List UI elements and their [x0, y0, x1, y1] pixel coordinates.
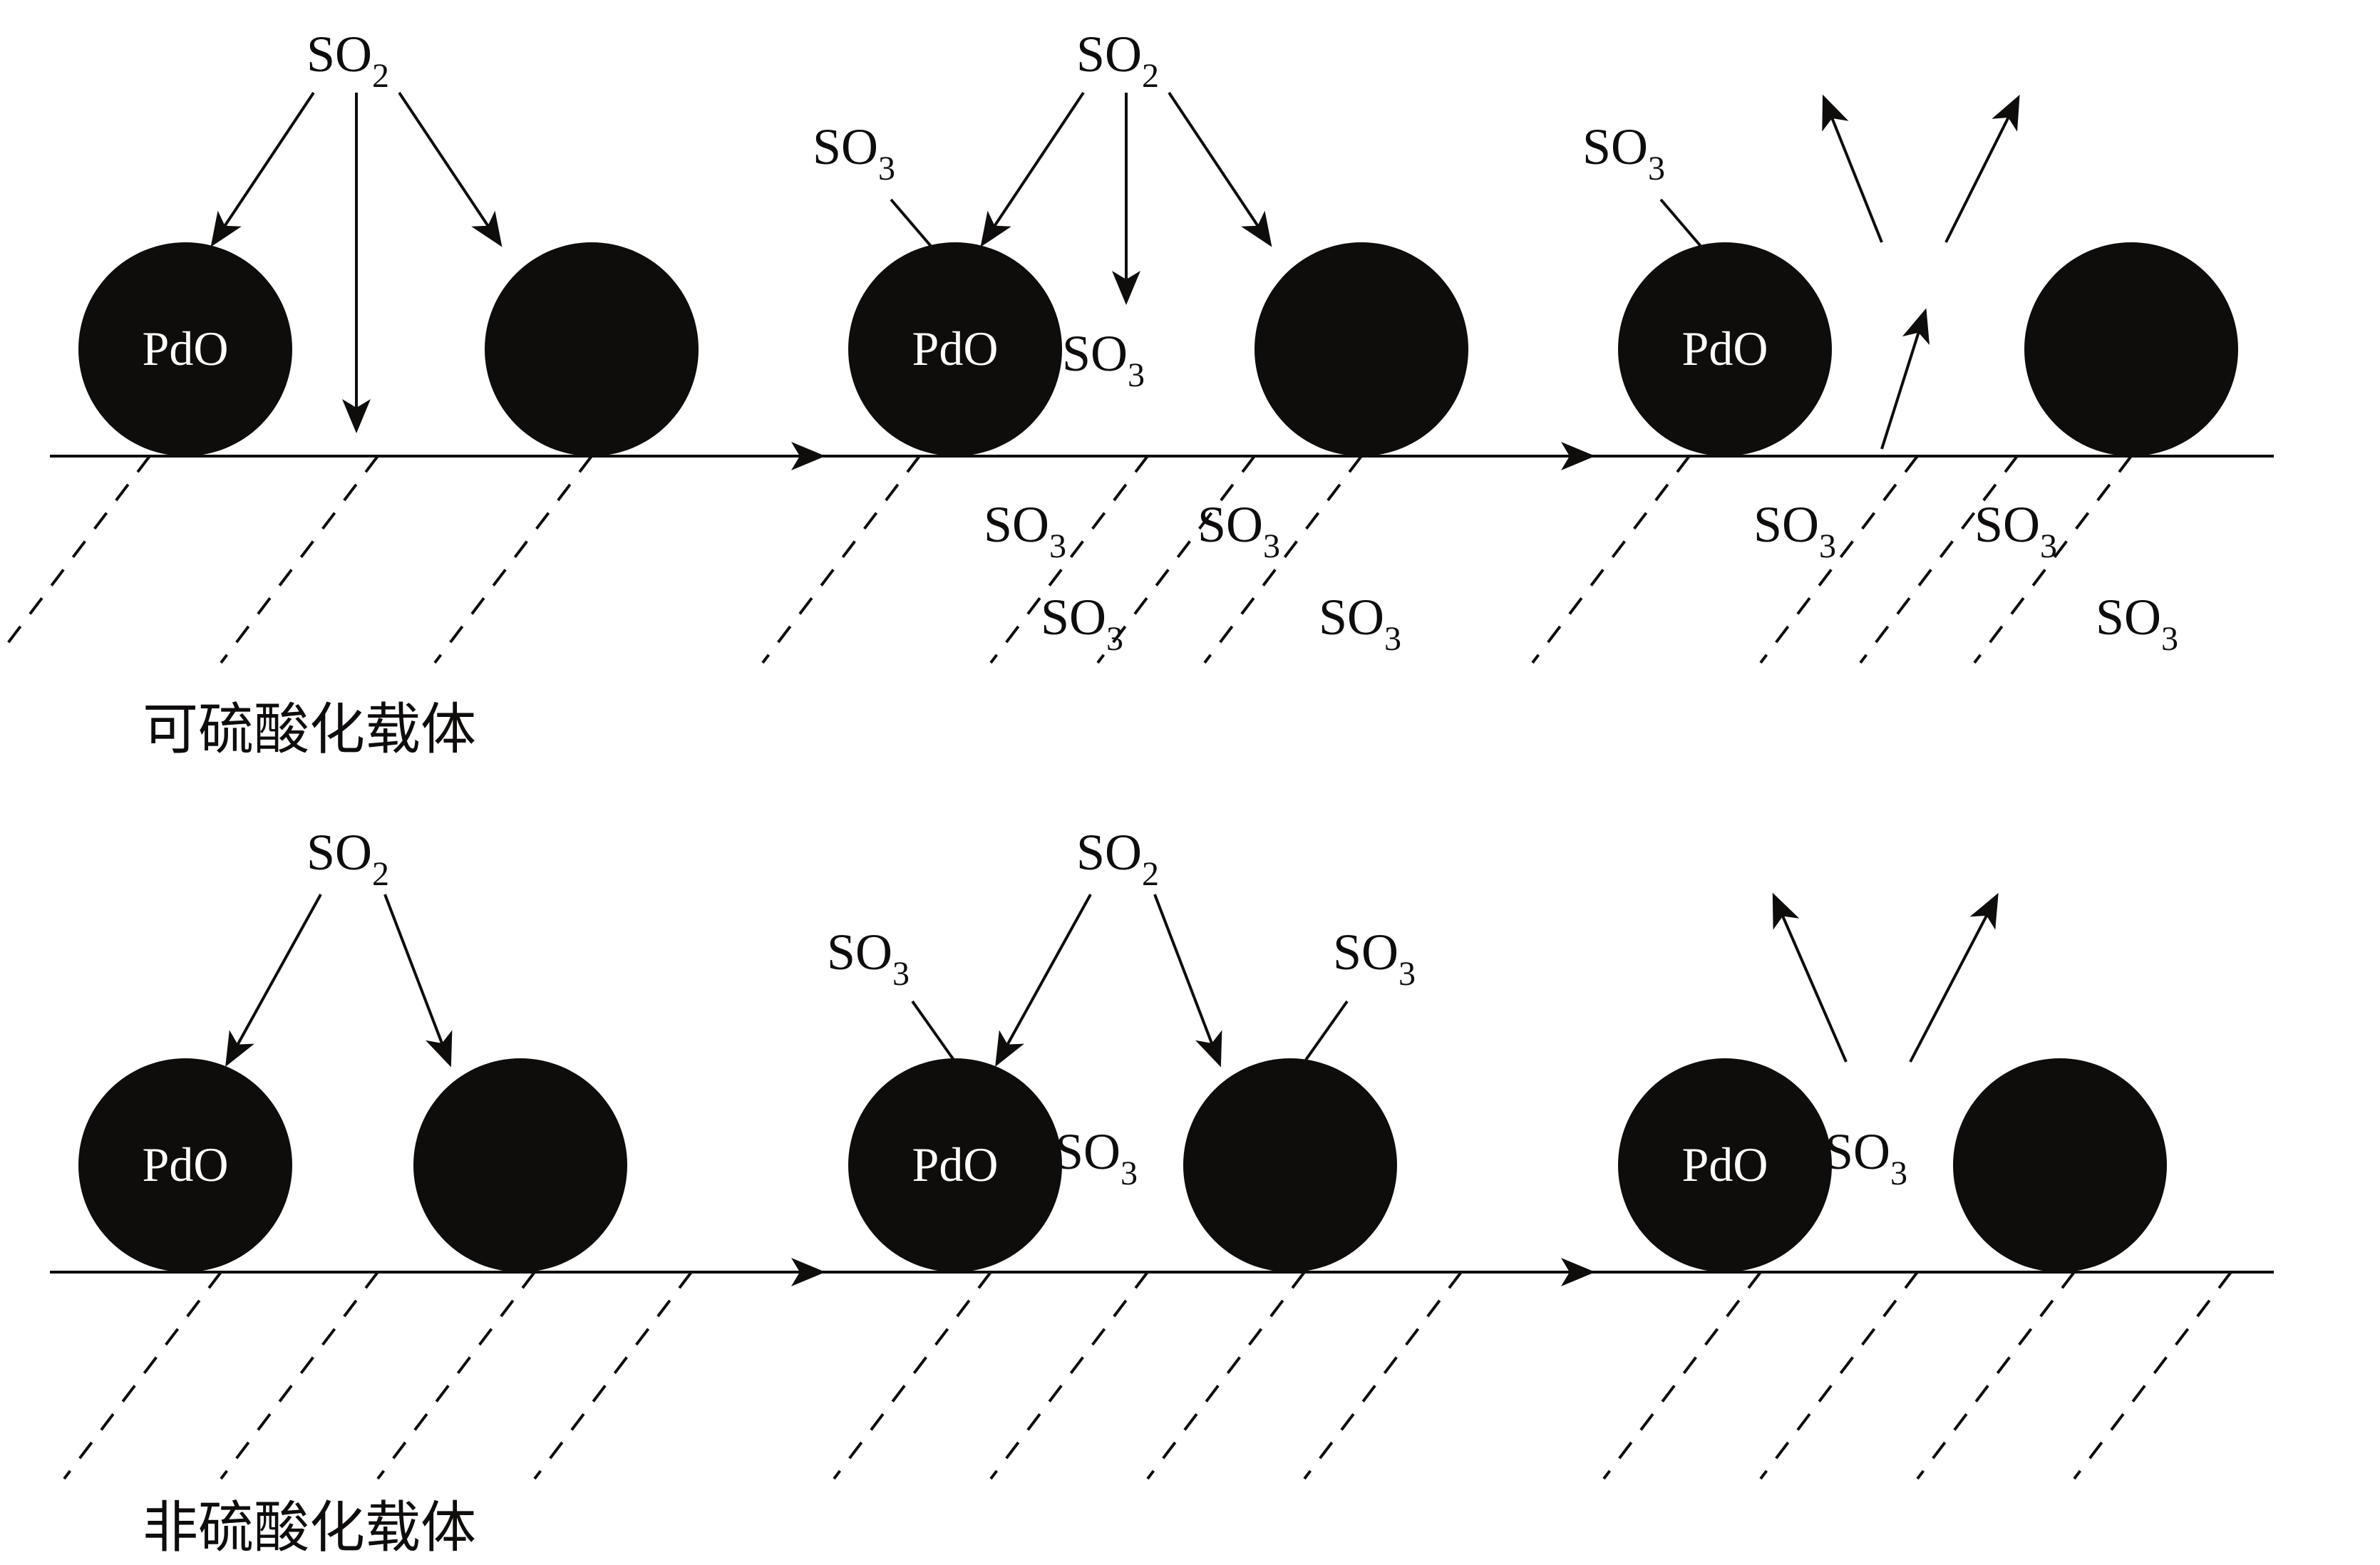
- pdo-particle: [1255, 242, 1468, 456]
- arrow: [1825, 100, 1882, 242]
- pdo-label: PdO: [143, 321, 229, 376]
- caption_bottom: 非硫酸化载体: [143, 1497, 476, 1559]
- arrow: [1882, 314, 1925, 449]
- pdo-label: PdO: [1682, 321, 1768, 376]
- support-hatch: [991, 1272, 1148, 1479]
- pdo-label: PdO: [912, 321, 999, 376]
- so2-label: SO2: [306, 26, 389, 95]
- arrow: [1946, 100, 2017, 242]
- support-hatch: [1148, 1272, 1304, 1479]
- bond-tick: [891, 200, 934, 249]
- arrow: [1169, 93, 1269, 242]
- arrow: [984, 93, 1083, 242]
- support-hatch: [1604, 1272, 1761, 1479]
- support-hatch: [1761, 1272, 1917, 1479]
- support-hatch: [221, 456, 378, 663]
- arrow: [214, 93, 314, 242]
- so3-label: SO3: [1582, 118, 1665, 187]
- pdo-particle: [1183, 1058, 1397, 1272]
- support-hatch: [2074, 1272, 2231, 1479]
- support-hatch: [0, 456, 150, 663]
- support-hatch: [221, 1272, 378, 1479]
- so2-label: SO2: [1076, 824, 1159, 893]
- so3-label: SO3: [2096, 589, 2178, 658]
- bond-tick: [912, 1001, 955, 1062]
- support-hatch: [763, 456, 919, 663]
- pdo-particle: [2024, 242, 2238, 456]
- bond-tick: [1304, 1001, 1347, 1062]
- pdo-particle: [1953, 1058, 2167, 1272]
- so3-label: SO3: [1062, 325, 1145, 394]
- arrow: [228, 894, 321, 1062]
- support-hatch: [834, 1272, 991, 1479]
- support-hatch: [1304, 1272, 1461, 1479]
- so3-label: SO3: [984, 496, 1066, 565]
- arrow: [1155, 894, 1219, 1062]
- arrow: [1910, 898, 1996, 1062]
- support-hatch: [435, 456, 592, 663]
- so3-label: SO3: [1825, 1123, 1907, 1192]
- so2-label: SO2: [306, 824, 389, 893]
- so2-label: SO2: [1076, 26, 1159, 95]
- pdo-label: PdO: [143, 1137, 229, 1192]
- so3-label: SO3: [1055, 1123, 1138, 1192]
- so3-label: SO3: [1197, 496, 1280, 565]
- bond-tick: [1661, 200, 1704, 249]
- so3-label: SO3: [1753, 496, 1836, 565]
- support-hatch: [64, 1272, 221, 1479]
- support-hatch: [1532, 456, 1689, 663]
- pdo-particle: [485, 242, 699, 456]
- arrow: [399, 93, 499, 242]
- caption_top: 可硫酸化载体: [143, 698, 476, 760]
- arrow: [1775, 898, 1846, 1062]
- arrow: [385, 894, 449, 1062]
- so3-label: SO3: [1974, 496, 2057, 565]
- so3-label: SO3: [827, 924, 910, 993]
- so3-label: SO3: [813, 118, 895, 187]
- support-hatch: [1761, 456, 1917, 663]
- pdo-particle: [413, 1058, 627, 1272]
- support-hatch: [378, 1272, 535, 1479]
- arrow: [998, 894, 1091, 1062]
- support-hatch: [1917, 1272, 2074, 1479]
- so3-label: SO3: [1319, 589, 1401, 658]
- so3-label: SO3: [1333, 924, 1416, 993]
- pdo-label: PdO: [1682, 1137, 1768, 1192]
- pdo-label: PdO: [912, 1137, 999, 1192]
- so3-label: SO3: [1041, 589, 1123, 658]
- support-hatch: [1860, 456, 2017, 663]
- support-hatch: [535, 1272, 691, 1479]
